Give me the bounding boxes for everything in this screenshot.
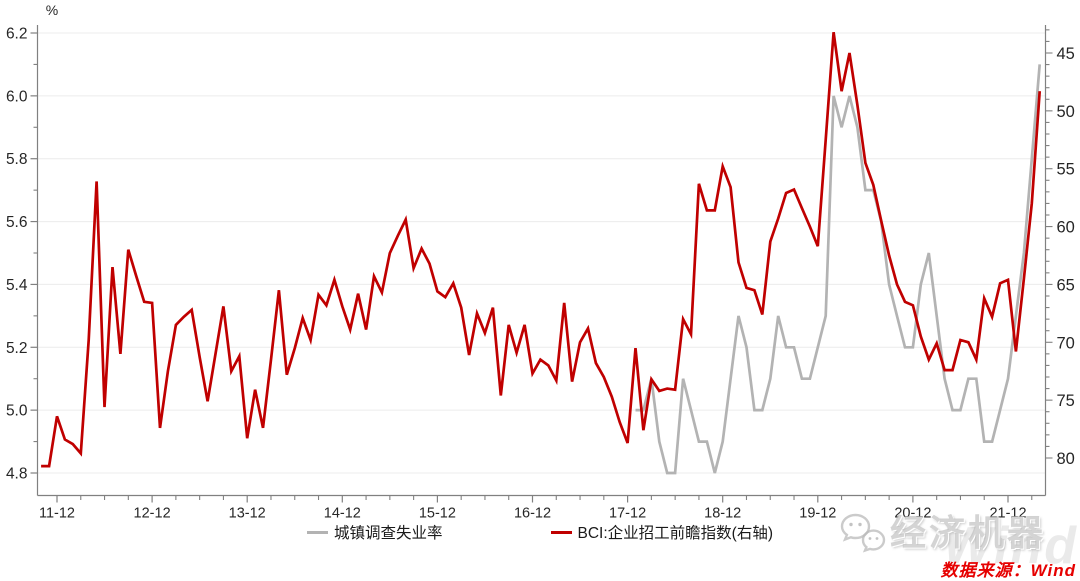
x-axis-tick-label: 20-12 [894,506,931,521]
axes [36,25,1047,497]
x-axis-tick-label: 11-12 [39,506,75,521]
legend-swatch-bci [550,530,572,534]
x-axis-tick-label: 13-12 [229,506,266,521]
left-axis-tick-label: 5.2 [6,340,28,357]
wechat-icon [840,513,886,553]
right-axis-tick-label: 80 [1057,450,1075,468]
x-axis-tick-label: 15-12 [419,506,456,521]
left-axis: 4.8 5.0 5.2 5.4 5.6 5.8 6.0 6.2% [6,2,58,483]
right-axis-tick-label: 75 [1057,392,1075,410]
x-axis: 11-12 12-12 13-12 14-12 15-12 16-12 17-12 18-12… [39,495,1033,521]
left-axis-tick-label: 5.0 [6,403,28,420]
left-axis-tick-label: 6.2 [6,26,28,43]
legend-item-bci[interactable]: BCI:企业招工前瞻指数(右轴) [550,521,773,543]
right-axis-tick-label: 70 [1057,334,1075,352]
right-axis-tick-label: 50 [1057,103,1075,121]
brand-watermark: 经济机器 [840,511,1046,555]
gridlines [38,32,1045,474]
x-axis-tick-label: 12-12 [134,506,171,521]
x-axis-tick-label: 17-12 [609,506,646,521]
data-source-label: 数据来源：Wind [940,561,1076,580]
legend-label-unemployment: 城镇调查失业率 [334,525,443,542]
x-axis-tick-label: 18-12 [704,506,741,521]
right-axis-tick-label: 55 [1057,161,1075,179]
bci-line [41,32,1042,468]
wind-watermark: Wind [943,517,1078,575]
left-axis-unit-label: % [46,2,58,18]
left-axis-tick-label: 5.6 [6,214,28,231]
x-axis-tick-label: 16-12 [514,506,551,521]
x-axis-tick-label: 19-12 [799,506,836,521]
right-axis-tick-label: 60 [1057,219,1075,237]
legend: 城镇调查失业率 BCI:企业招工前瞻指数(右轴) [0,521,1080,543]
left-axis-tick-label: 5.8 [6,151,28,168]
brand-watermark-text: 经济机器 [889,512,1046,553]
right-axis-tick-label: 65 [1057,276,1075,294]
unemployment-line [635,64,1042,475]
legend-label-bci: BCI:企业招工前瞻指数(右轴) [577,525,773,542]
left-axis-tick-label: 6.0 [6,88,28,105]
chart-canvas: 4.8 5.0 5.2 5.4 5.6 5.8 6.0 6.2% 45 50 55 60 65 70 75 8… [6,2,1075,521]
right-axis-tick-label: 45 [1057,45,1075,63]
x-axis-tick-label: 21-12 [989,506,1026,521]
legend-item-unemployment[interactable]: 城镇调查失业率 [307,521,443,543]
right-axis: 45 50 55 60 65 70 75 80 [1045,29,1075,468]
legend-swatch-unemployment [307,530,328,534]
left-axis-tick-label: 5.4 [6,277,28,294]
x-axis-tick-label: 14-12 [324,506,361,521]
left-axis-tick-label: 4.8 [6,466,28,483]
